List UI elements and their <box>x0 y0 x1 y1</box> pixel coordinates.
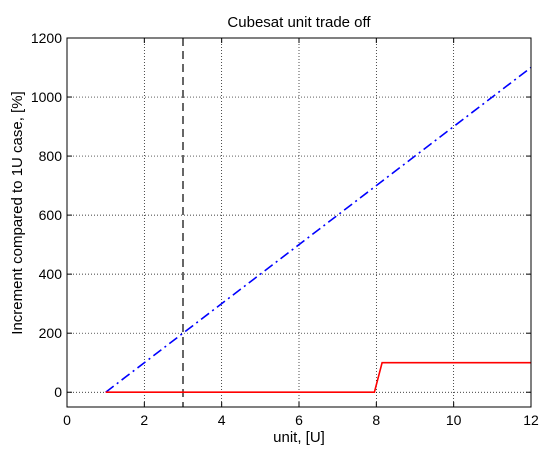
series-line-2 <box>105 361 531 394</box>
grid <box>67 38 531 407</box>
y-tick-label: 200 <box>39 325 63 341</box>
x-tick-label: 12 <box>523 412 539 428</box>
y-tick-label: 600 <box>39 207 63 223</box>
axes-box <box>66 37 532 408</box>
y-tick-label: 1200 <box>31 30 62 46</box>
x-tick-label: 4 <box>218 412 226 428</box>
x-tick-label: 0 <box>63 412 71 428</box>
x-tick-label: 2 <box>140 412 148 428</box>
chart-title: Cubesat unit trade off <box>227 14 371 31</box>
x-tick-label: 10 <box>446 412 462 428</box>
y-tick-label: 1000 <box>31 89 62 105</box>
x-axis-label: unit, [U] <box>273 429 325 446</box>
ticks: 0 2 4 6 8 10 12 0 200 400 600 800 1000 1200 <box>31 30 539 428</box>
y-tick-label: 0 <box>54 384 62 400</box>
y-tick-label: 800 <box>39 148 63 164</box>
series-line-1 <box>105 66 532 393</box>
y-axis-label: Increment compared to 1U case, [%] <box>9 91 26 334</box>
y-tick-label: 400 <box>39 266 63 282</box>
x-tick-label: 6 <box>295 412 303 428</box>
x-tick-label: 8 <box>372 412 380 428</box>
plot-area <box>66 37 532 408</box>
